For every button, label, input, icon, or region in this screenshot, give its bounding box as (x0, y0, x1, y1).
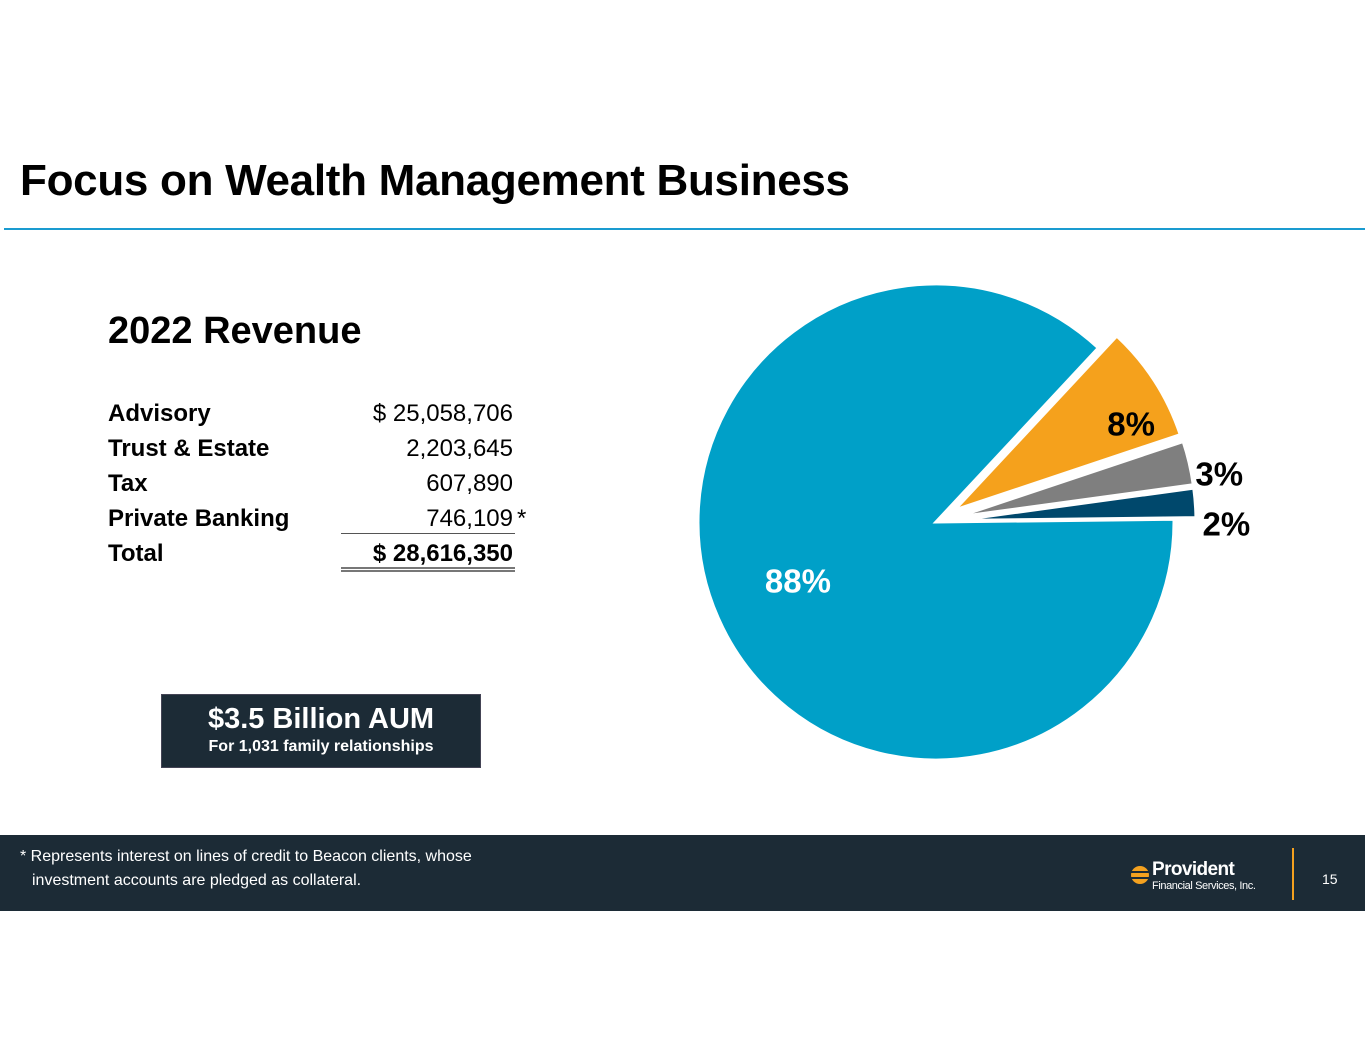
revenue-footnote-marker: * (517, 505, 527, 532)
revenue-value: 746,109 (426, 505, 513, 532)
total-double-rule (341, 567, 515, 569)
footnote-line-1: * Represents interest on lines of credit… (20, 848, 472, 865)
revenue-row: Private Banking 746,109 * (108, 501, 548, 536)
company-logo: Provident Financial Services, Inc. (1130, 859, 1290, 903)
pie-slice-label: 3% (1195, 455, 1243, 492)
total-double-rule (341, 570, 515, 572)
pie-slice-label: 88% (765, 563, 831, 600)
footnote-line-2: investment accounts are pledged as colla… (32, 872, 362, 889)
revenue-label: Private Banking (108, 505, 290, 532)
aum-headline: $3.5 Billion AUM (207, 703, 435, 735)
aum-subline: For 1,031 family relationships (208, 738, 434, 755)
pie-slice (957, 486, 1198, 522)
provident-logo-icon (1130, 866, 1150, 884)
revenue-table: Advisory $ 25,058,706 Trust & Estate 2,2… (108, 396, 548, 571)
revenue-label: Advisory (108, 400, 211, 427)
pie-slice (953, 333, 1183, 512)
revenue-label: Trust & Estate (108, 435, 270, 462)
logo-name: Provident (1152, 859, 1235, 880)
footer-bar: * Represents interest on lines of credit… (0, 835, 1365, 911)
revenue-total-value: $ 28,616,350 (372, 540, 513, 567)
aum-callout: $3.5 Billion AUM For 1,031 family relati… (161, 694, 481, 768)
revenue-value: 607,890 (426, 470, 513, 497)
revenue-row: Advisory $ 25,058,706 (108, 396, 548, 431)
revenue-row: Tax 607,890 (108, 466, 548, 501)
revenue-heading: 2022 Revenue (108, 310, 362, 352)
revenue-pie-chart: 88% 8% 3% 2% (696, 282, 1251, 762)
pie-slice (956, 439, 1195, 519)
subtotal-rule (341, 533, 515, 534)
revenue-label: Total (108, 540, 164, 567)
logo-subtitle: Financial Services, Inc. (1152, 880, 1256, 892)
pie-slice-label: 8% (1107, 406, 1155, 443)
footnote: * Represents interest on lines of credit… (20, 845, 580, 893)
pie-slice-label: 2% (1203, 505, 1251, 542)
revenue-value: $ 25,058,706 (372, 400, 513, 427)
title-divider (4, 228, 1365, 230)
page-number: 15 (1322, 871, 1338, 887)
revenue-row: Trust & Estate 2,203,645 (108, 431, 548, 466)
footer-divider (1292, 848, 1294, 900)
revenue-total-row: Total $ 28,616,350 (108, 536, 548, 571)
slide-title: Focus on Wealth Management Business (20, 156, 850, 205)
pie-slice (696, 282, 1176, 762)
revenue-label: Tax (108, 470, 148, 497)
revenue-value: 2,203,645 (406, 435, 513, 462)
